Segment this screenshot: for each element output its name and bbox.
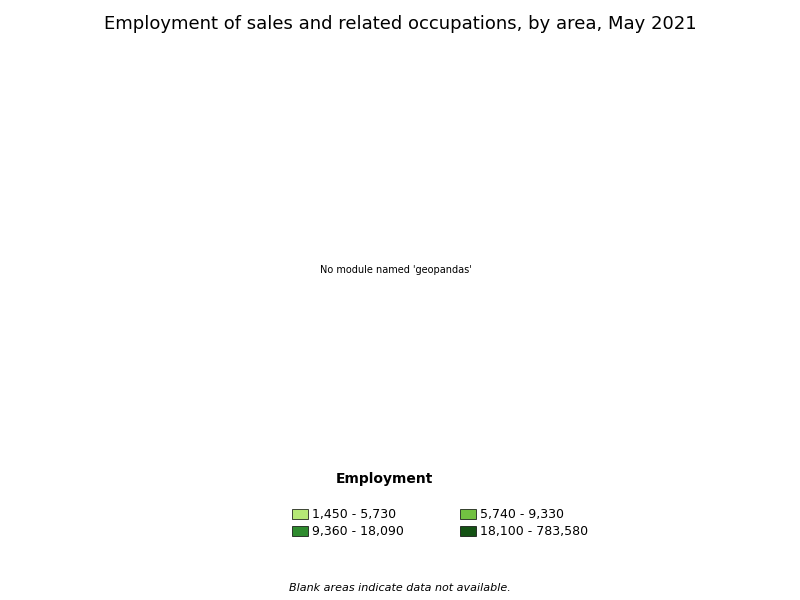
Text: 9,360 - 18,090: 9,360 - 18,090	[312, 524, 404, 538]
Text: 18,100 - 783,580: 18,100 - 783,580	[480, 524, 588, 538]
Text: 5,740 - 9,330: 5,740 - 9,330	[480, 508, 564, 521]
Text: Employment: Employment	[335, 472, 433, 486]
Text: No module named 'geopandas': No module named 'geopandas'	[320, 265, 472, 275]
Text: Employment of sales and related occupations, by area, May 2021: Employment of sales and related occupati…	[104, 15, 696, 33]
Text: 1,450 - 5,730: 1,450 - 5,730	[312, 508, 396, 521]
Text: Blank areas indicate data not available.: Blank areas indicate data not available.	[289, 583, 511, 593]
